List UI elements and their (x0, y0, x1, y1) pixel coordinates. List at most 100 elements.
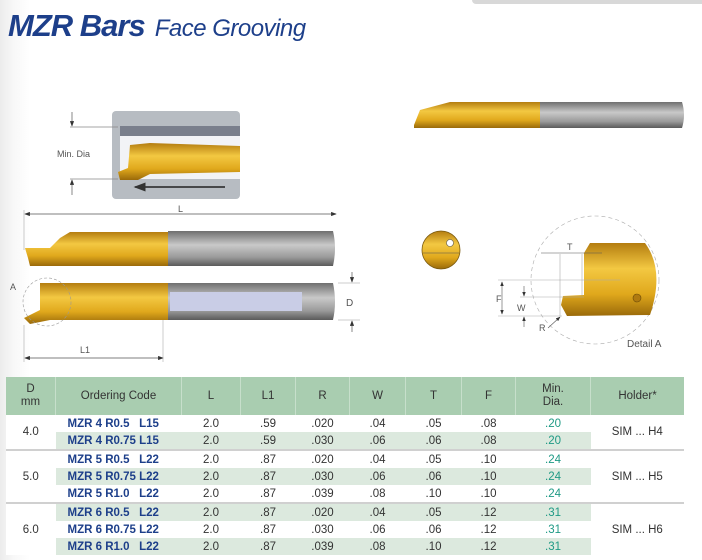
d-cell: 6.0 (6, 502, 56, 555)
min-dia-drawing: Min. Dia (57, 111, 240, 199)
col-holder: Holder* (590, 377, 684, 415)
table-row: 4.0 MZR 4 R0.5 L15 2.0.59.020.04.05.08.20 S… (6, 415, 684, 450)
min-dia-label: Min. Dia (57, 149, 90, 159)
value-f: .10 (461, 449, 516, 468)
table-row: MZR 4 R0.75 L15 2.0.59.030.06.06.08.20 (6, 432, 684, 450)
value-w: .04 (369, 417, 386, 430)
value-t: .10 (425, 487, 442, 500)
value-f: .10 (480, 487, 497, 500)
length1-label: L1 (80, 345, 90, 355)
value-f: .08 (461, 432, 516, 450)
value-t: .06 (425, 523, 442, 536)
value-t: .05 (405, 449, 462, 468)
value-l: 2.0 (203, 487, 219, 500)
value-l: 2.0 (181, 502, 241, 521)
d-cell: 5.0 (6, 449, 56, 503)
value-r: .020 (311, 417, 334, 430)
col-r: R (295, 377, 350, 415)
value-f: .12 (480, 523, 497, 536)
table-header-row: D mm Ordering Code L L1 R W T F Min. Dia… (6, 377, 684, 415)
min-dia-value: .20 (515, 432, 591, 450)
value-l: 2.0 (181, 432, 241, 450)
table-row: MZR 6 R0.75 L22 2.0 .87 .030 .06 .06 .12 .31 (6, 521, 684, 538)
value-r: .020 (295, 449, 350, 468)
value-l1: .87 (260, 487, 276, 500)
col-l1: L1 (240, 377, 296, 415)
ordering-code: MZR 4 R0.75 L15 (55, 432, 182, 450)
detail-w-label: W (517, 303, 526, 313)
length-label: L (178, 204, 183, 214)
value-l1: .87 (240, 449, 296, 468)
page-title: MZR Bars Face Grooving (8, 8, 306, 44)
page-corner-tab (472, 0, 702, 4)
table-row: MZR 5 R1.0 L22 2.0 .87 .039 .08 .10 .10 .24 (6, 485, 684, 503)
ordering-code: MZR 4 R0.5 L15 (67, 417, 159, 430)
value-l: 2.0 (181, 449, 241, 468)
table-row: MZR 6 R1.0 L22 2.0.87.039.08.10.12.31 (6, 538, 684, 555)
value-l: 2.0 (203, 523, 219, 536)
detail-t-label: T (567, 242, 573, 252)
ordering-code: MZR 5 R1.0 L22 (67, 487, 159, 500)
value-l1: .87 (240, 502, 296, 521)
bar-side-view: L (23, 204, 337, 266)
value-r: .020 (295, 502, 350, 521)
min-dia-value: .31 (545, 523, 561, 536)
value-t: .05 (405, 502, 462, 521)
col-f: F (461, 377, 516, 415)
value-t: .06 (405, 468, 462, 485)
value-w: .08 (349, 538, 406, 555)
min-dia-value: .20 (545, 417, 561, 430)
value-l: 2.0 (203, 417, 219, 430)
value-w: .06 (349, 432, 406, 450)
ordering-code: MZR 6 R0.5 L22 (55, 502, 182, 521)
table-row: 6.0 MZR 6 R0.5 L22 2.0.87.020.04.05.12.31 S… (6, 502, 684, 555)
detail-a-drawing: T F W R Detail A (496, 215, 662, 350)
value-r: .030 (295, 432, 350, 450)
table-row: MZR 5 R0.75 L22 2.0.87.030.06.06.10.24 (6, 468, 684, 485)
value-f: .12 (461, 502, 516, 521)
detail-a-marker: A (10, 282, 16, 292)
min-dia-value: .31 (515, 538, 591, 555)
ordering-code: MZR 6 R1.0 L22 (55, 538, 182, 555)
value-l1: .87 (240, 538, 296, 555)
value-f: .12 (461, 538, 516, 555)
value-t: .10 (405, 538, 462, 555)
value-w: .04 (349, 449, 406, 468)
value-t: .06 (405, 432, 462, 450)
value-r: .030 (311, 523, 334, 536)
ordering-code: MZR 5 R0.5 L22 (55, 449, 182, 468)
value-w: .06 (369, 523, 386, 536)
bar-top-view: A D L1 (10, 272, 360, 362)
value-r: .030 (295, 468, 350, 485)
col-l: L (181, 377, 241, 415)
value-w: .04 (349, 502, 406, 521)
detail-r-label: R (539, 323, 546, 333)
col-w: W (349, 377, 406, 415)
min-dia-value: .24 (515, 449, 591, 468)
technical-drawings: Min. Dia L A D L1 (10, 102, 684, 362)
value-l1: .87 (260, 523, 276, 536)
detail-a-caption: Detail A (627, 339, 662, 350)
col-min-dia: Min. Dia. (515, 377, 591, 415)
detail-f-label: F (496, 294, 502, 304)
holder-cell: SIM ... H5 (590, 449, 684, 503)
title-subtitle: Face Grooving (154, 15, 306, 42)
value-r: .039 (311, 487, 334, 500)
col-t: T (405, 377, 462, 415)
holder-cell: SIM ... H6 (590, 502, 684, 555)
value-l: 2.0 (181, 468, 241, 485)
value-l1: .59 (240, 432, 296, 450)
ordering-code: MZR 5 R0.75 L22 (55, 468, 182, 485)
value-t: .05 (425, 417, 442, 430)
table-row: 5.0 MZR 5 R0.5 L22 2.0.87.020.04.05.10.24 S… (6, 449, 684, 503)
value-f: .10 (461, 468, 516, 485)
value-l1: .87 (240, 468, 296, 485)
value-l: 2.0 (181, 538, 241, 555)
value-l1: .59 (260, 417, 276, 430)
holder-cell: SIM ... H4 (590, 415, 684, 450)
ordering-code: MZR 6 R0.75 L22 (67, 523, 159, 536)
min-dia-value: .24 (515, 468, 591, 485)
specifications-table: D mm Ordering Code L L1 R W T F Min. Dia… (6, 377, 684, 555)
value-w: .08 (369, 487, 386, 500)
col-ordering-code: Ordering Code (55, 377, 182, 415)
